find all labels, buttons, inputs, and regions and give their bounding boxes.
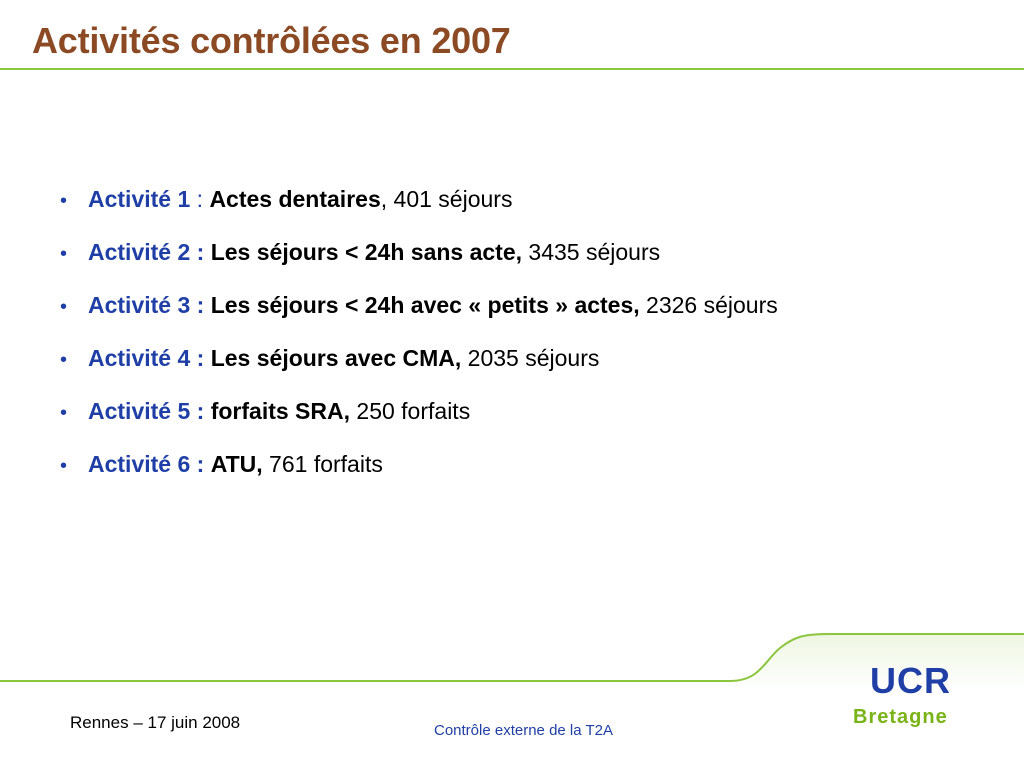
- list-item-activity-3: • Activité 3 : Les séjours < 24h avec « …: [60, 280, 778, 333]
- bullet-icon: •: [60, 190, 68, 212]
- activity-label: Activité 4 :: [88, 345, 205, 371]
- activity-name: Actes dentaires: [209, 186, 381, 212]
- bullet-icon: •: [60, 296, 68, 318]
- activity-label: Activité 3 :: [88, 292, 205, 318]
- footer-date: Rennes – 17 juin 2008: [70, 713, 241, 732]
- slide-title: Activités contrôlées en 2007: [32, 20, 511, 61]
- activity-list: • Activité 1 : Actes dentaires, 401 séjo…: [60, 174, 778, 492]
- activity-name: Les séjours avec CMA,: [210, 345, 462, 371]
- ucr-bretagne-logo: UCR Bretagne: [850, 660, 980, 732]
- activity-value: 2035 séjours: [461, 345, 600, 371]
- activity-value: 761 forfaits: [262, 451, 383, 477]
- bullet-icon: •: [60, 349, 68, 371]
- list-item-activity-2: • Activité 2 : Les séjours < 24h sans ac…: [60, 227, 778, 280]
- list-item-activity-4: • Activité 4 : Les séjours avec CMA, 203…: [60, 333, 778, 386]
- activity-value: , 401 séjours: [380, 186, 513, 212]
- activity-name: forfaits SRA,: [210, 398, 351, 424]
- logo-ucr-text: UCR: [870, 660, 951, 701]
- activity-label: Activité 5 :: [88, 398, 205, 424]
- activity-value: 2326 séjours: [639, 292, 778, 318]
- activity-label: Activité 6 :: [88, 451, 205, 477]
- footer-wave-decoration: [0, 633, 1024, 690]
- footer-subtitle: Contrôle externe de la T2A: [434, 722, 613, 739]
- activity-name: Les séjours < 24h avec « petits » actes,: [210, 292, 640, 318]
- activity-name: ATU,: [210, 451, 263, 477]
- list-item-activity-6: • Activité 6 : ATU, 761 forfaits: [60, 439, 778, 492]
- activity-value: 3435 séjours: [522, 239, 661, 265]
- list-item-activity-1: • Activité 1 : Actes dentaires, 401 séjo…: [60, 174, 778, 227]
- bullet-icon: •: [60, 243, 68, 265]
- activity-name: Les séjours < 24h sans acte,: [210, 239, 523, 265]
- logo-region-text: Bretagne: [853, 706, 948, 728]
- bullet-icon: •: [60, 455, 68, 477]
- title-divider: [0, 68, 1024, 70]
- activity-value: 250 forfaits: [350, 398, 471, 424]
- activity-label: Activité 1: [88, 186, 191, 212]
- activity-label: Activité 2 :: [88, 239, 205, 265]
- activity-separator: :: [190, 186, 210, 212]
- list-item-activity-5: • Activité 5 : forfaits SRA, 250 forfait…: [60, 386, 778, 439]
- bullet-icon: •: [60, 402, 68, 424]
